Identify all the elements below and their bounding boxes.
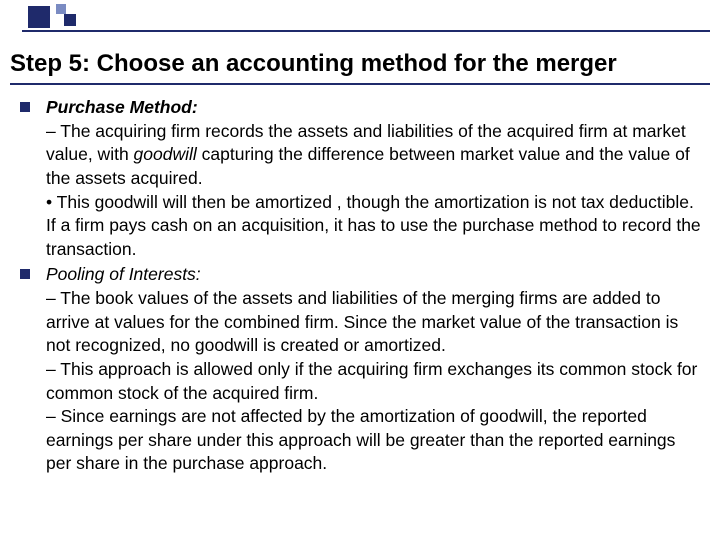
decor-square-light [56, 4, 66, 14]
bullet-marker-icon [20, 102, 30, 112]
bullet-sub: – This approach is allowed only if the a… [46, 358, 702, 405]
bullet-lead: Pooling of Interests: [46, 264, 201, 284]
bullet-sub: • This goodwill will then be amortized ,… [46, 191, 702, 262]
bullet-lead: Purchase Method: [46, 97, 198, 117]
slide-title: Step 5: Choose an accounting method for … [10, 50, 710, 78]
header-decoration [0, 0, 720, 36]
bullet-body: Purchase Method: – The acquiring firm re… [46, 96, 702, 261]
title-underline [10, 83, 710, 85]
bullet-body: Pooling of Interests: – The book values … [46, 263, 702, 476]
decor-square-large [28, 6, 50, 28]
bullet-item: Purchase Method: – The acquiring firm re… [20, 96, 702, 261]
decor-square-small [64, 14, 76, 26]
bullet-sub: – The book values of the assets and liab… [46, 287, 702, 358]
bullet-item: Pooling of Interests: – The book values … [20, 263, 702, 476]
decor-top-rule [22, 30, 710, 32]
bullet-sub: – Since earnings are not affected by the… [46, 405, 702, 476]
slide-content: Purchase Method: – The acquiring firm re… [20, 96, 702, 478]
bullet-marker-icon [20, 269, 30, 279]
bullet-sub: – The acquiring firm records the assets … [46, 120, 702, 191]
